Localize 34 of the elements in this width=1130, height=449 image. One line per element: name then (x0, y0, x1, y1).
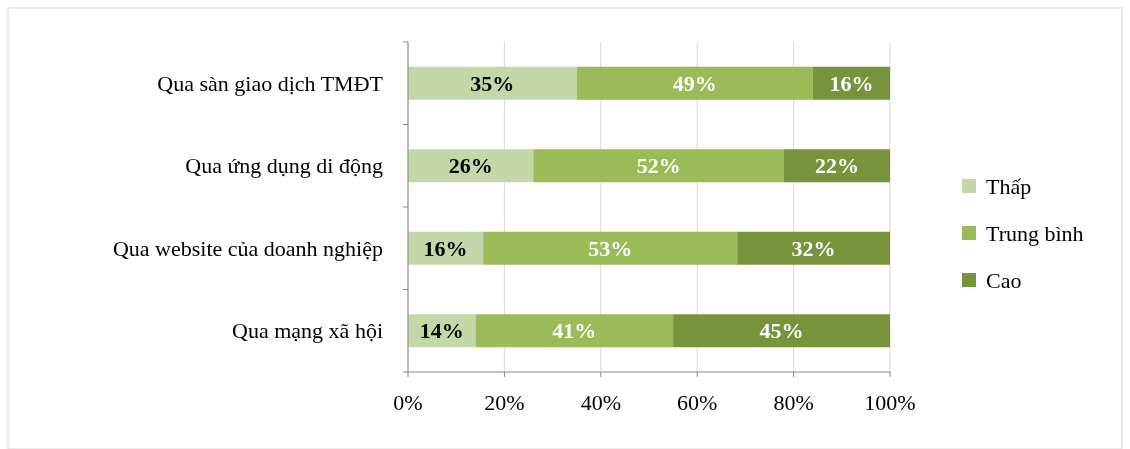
x-tick-label: 40% (580, 390, 621, 415)
data-label: 45% (759, 318, 804, 344)
bar (673, 314, 890, 348)
y-tick-label: Qua ứng dụng di động (185, 153, 383, 179)
legend-label: Thấp (986, 173, 1032, 199)
y-tick-label: Qua sàn giao dịch TMĐT (157, 70, 384, 96)
x-tick-label: 20% (484, 390, 525, 415)
bar (408, 66, 577, 100)
bar (737, 231, 890, 265)
data-label: 16% (829, 70, 874, 96)
data-label: 14% (419, 318, 464, 344)
data-label: 26% (448, 153, 493, 179)
bar (576, 66, 813, 100)
bar (783, 149, 890, 183)
data-label: 53% (588, 235, 633, 261)
data-label: 41% (552, 318, 597, 344)
bar (408, 149, 534, 183)
data-label: 32% (791, 235, 836, 261)
bar (483, 231, 738, 265)
y-tick-label: Qua mạng xã hội (232, 318, 383, 344)
x-tick-label: 80% (773, 390, 814, 415)
data-label: 49% (672, 70, 717, 96)
data-label: 22% (814, 153, 859, 179)
data-label: 35% (470, 70, 515, 96)
data-label: 16% (423, 235, 468, 261)
x-tick-label: 100% (864, 390, 916, 415)
x-tick-label: 60% (677, 390, 718, 415)
bar (475, 314, 674, 348)
legend-label: Trung bình (986, 220, 1084, 246)
y-tick-label: Qua website của doanh nghiệp (112, 235, 383, 261)
legend-label: Cao (986, 267, 1022, 293)
data-label: 52% (636, 153, 681, 179)
x-tick-label: 0% (393, 390, 423, 415)
bar (533, 149, 784, 183)
